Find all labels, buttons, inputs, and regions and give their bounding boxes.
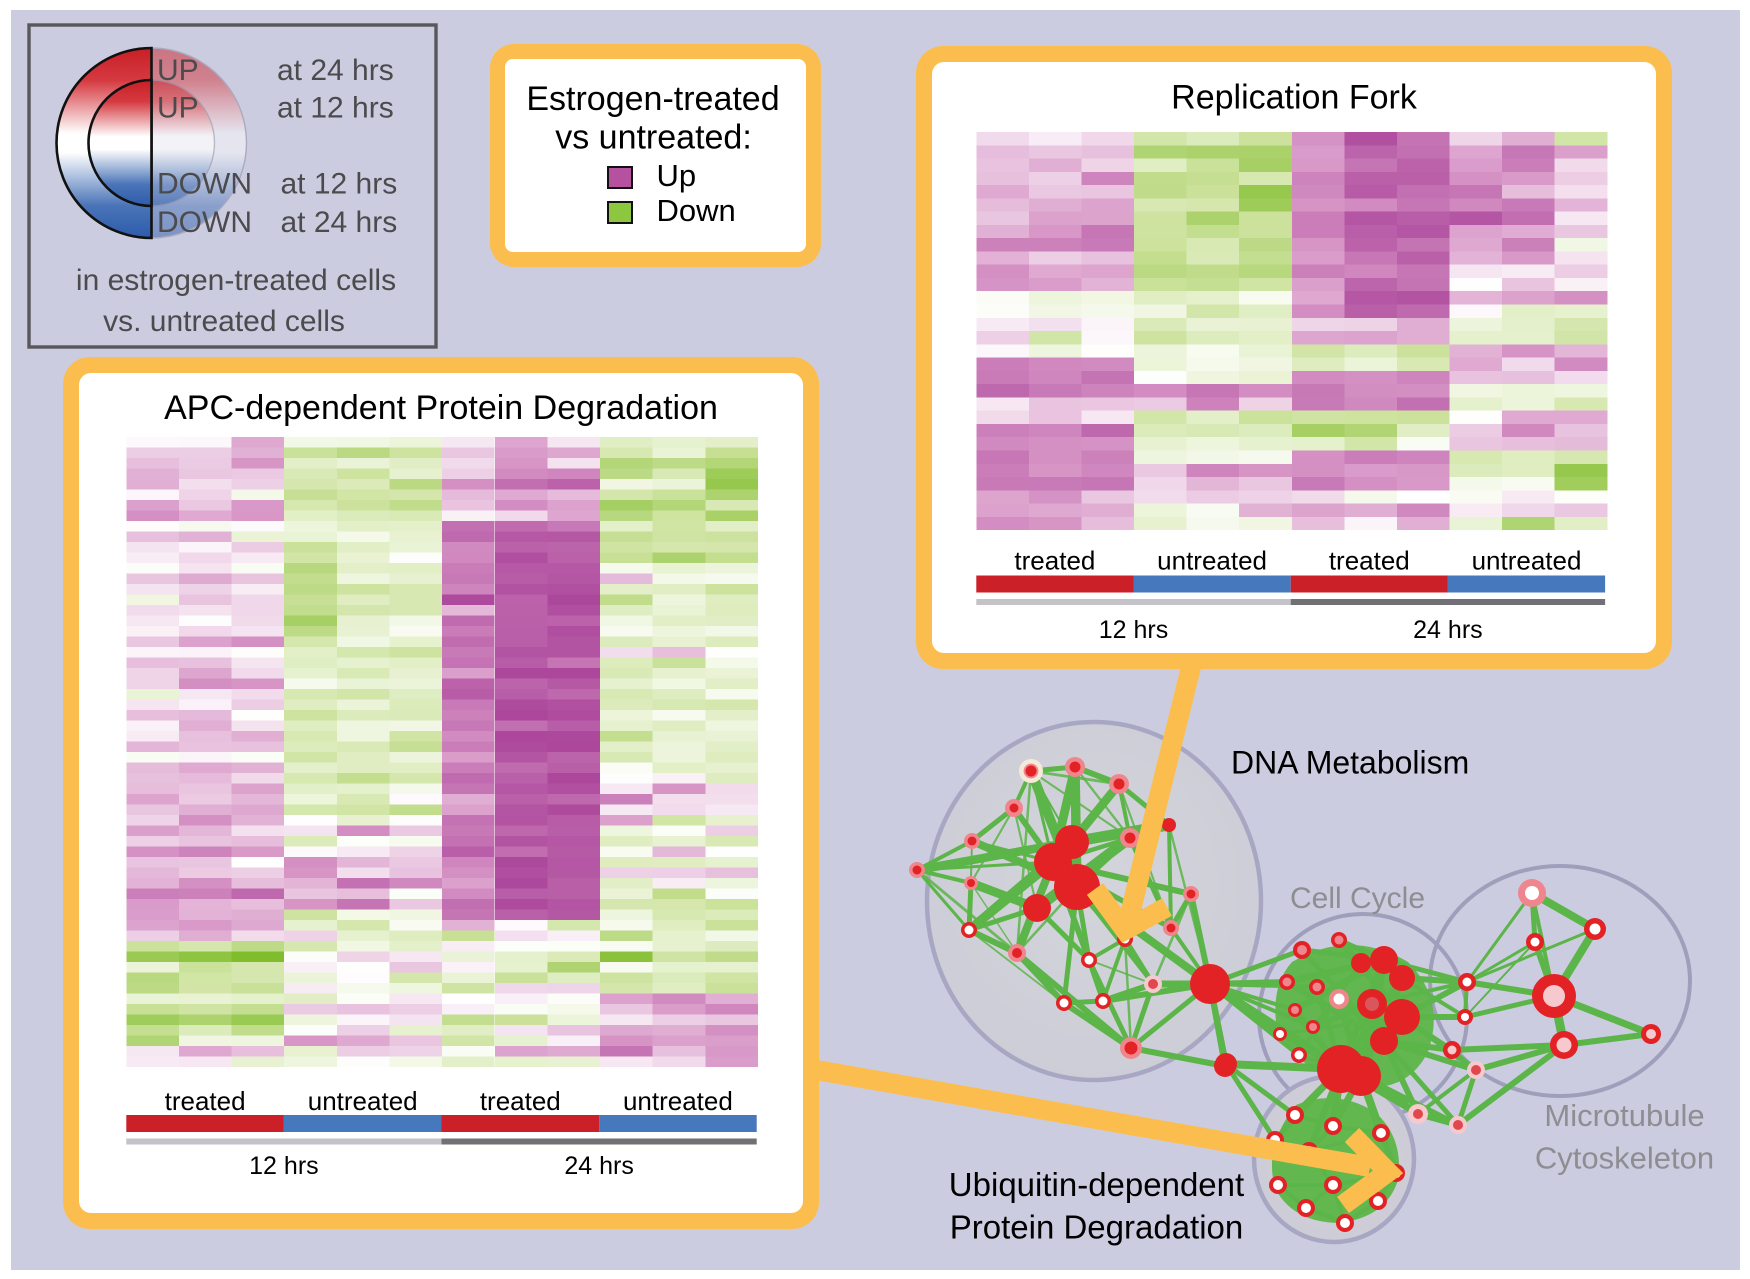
svg-text:untreated: untreated	[623, 1086, 733, 1116]
svg-text:treated: treated	[1329, 546, 1410, 576]
svg-text:APC-dependent Protein Degradat: APC-dependent Protein Degradation	[164, 389, 718, 427]
svg-text:treated: treated	[165, 1086, 246, 1116]
svg-text:vs untreated:: vs untreated:	[555, 119, 752, 157]
svg-text:Cytoskeleton: Cytoskeleton	[1535, 1141, 1714, 1176]
svg-text:Cell Cycle: Cell Cycle	[1290, 882, 1425, 915]
svg-text:12 hrs: 12 hrs	[1099, 616, 1168, 644]
svg-text:Up: Up	[657, 158, 697, 193]
svg-text:at 12 hrs: at 12 hrs	[277, 92, 394, 125]
svg-text:24 hrs: 24 hrs	[564, 1152, 633, 1180]
svg-text:Microtubule: Microtubule	[1544, 1098, 1704, 1133]
svg-text:DOWN: DOWN	[157, 206, 252, 239]
svg-text:at 24 hrs: at 24 hrs	[277, 54, 394, 87]
svg-text:UP: UP	[157, 54, 199, 87]
svg-text:vs. untreated cells: vs. untreated cells	[103, 305, 345, 338]
svg-text:Down: Down	[657, 193, 736, 228]
svg-text:Estrogen-treated: Estrogen-treated	[526, 80, 779, 118]
svg-text:untreated: untreated	[1157, 546, 1267, 576]
svg-text:at 12 hrs: at 12 hrs	[281, 168, 398, 201]
svg-text:treated: treated	[480, 1086, 561, 1116]
svg-text:DOWN: DOWN	[157, 168, 252, 201]
svg-text:Protein Degradation: Protein Degradation	[950, 1209, 1244, 1246]
svg-text:UP: UP	[157, 92, 199, 125]
svg-text:12 hrs: 12 hrs	[249, 1152, 318, 1180]
svg-text:in estrogen-treated cells: in estrogen-treated cells	[76, 264, 396, 297]
svg-text:24 hrs: 24 hrs	[1413, 616, 1482, 644]
svg-text:at 24 hrs: at 24 hrs	[281, 206, 398, 239]
svg-text:untreated: untreated	[308, 1086, 418, 1116]
svg-text:Replication Fork: Replication Fork	[1171, 79, 1418, 117]
svg-text:treated: treated	[1014, 546, 1095, 576]
svg-text:untreated: untreated	[1472, 546, 1582, 576]
svg-text:DNA Metabolism: DNA Metabolism	[1231, 745, 1469, 781]
svg-text:Ubiquitin-dependent: Ubiquitin-dependent	[949, 1166, 1244, 1203]
